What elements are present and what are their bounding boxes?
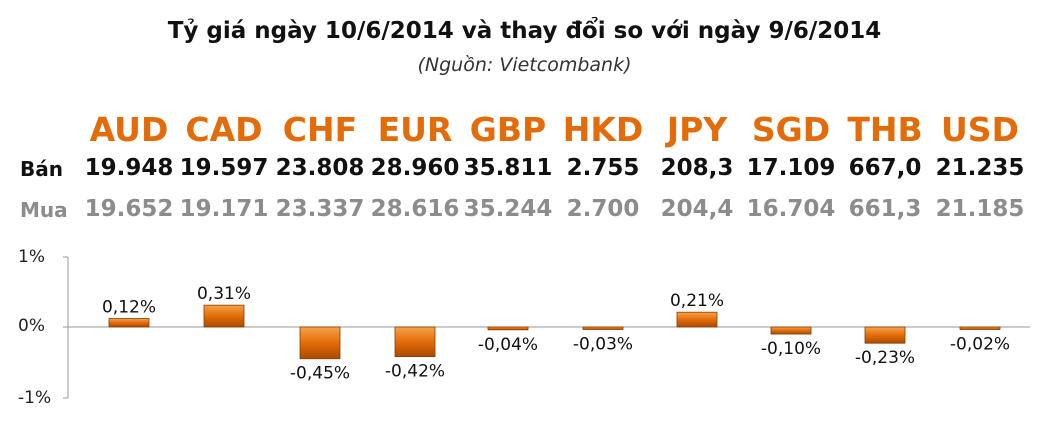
buy-rate: 28.616 xyxy=(370,196,460,222)
bar-value-label: -0,03% xyxy=(573,335,633,355)
bar-sgd xyxy=(770,326,812,335)
buy-row-label: Mua xyxy=(20,198,68,222)
bar-chf xyxy=(299,326,341,360)
currency-code: CAD xyxy=(185,110,263,149)
buy-rate: 21.185 xyxy=(935,196,1025,222)
currency-code: CHF xyxy=(282,110,358,149)
currency-code: JPY xyxy=(666,110,728,149)
bar-usd xyxy=(959,326,1001,330)
buy-rate: 204,4 xyxy=(660,196,734,222)
buy-rate: 19.171 xyxy=(179,196,269,222)
bar-jpy xyxy=(676,311,718,328)
bar-gbp xyxy=(487,326,529,331)
buy-rate: 35.244 xyxy=(463,196,553,222)
bar-value-label: -0,10% xyxy=(761,339,821,359)
sell-row-label: Bán xyxy=(20,157,63,181)
sell-rate: 2.755 xyxy=(566,155,640,181)
bar-value-label: -0,02% xyxy=(950,335,1010,355)
sell-rate: 19.948 xyxy=(84,155,174,181)
bar-value-label: -0,04% xyxy=(478,335,538,355)
currency-code: AUD xyxy=(89,110,169,149)
chart-title: Tỷ giá ngày 10/6/2014 và thay đổi so với… xyxy=(167,18,882,44)
buy-rate: 661,3 xyxy=(848,196,922,222)
bar-value-label: -0,42% xyxy=(385,362,445,382)
sell-rate: 23.808 xyxy=(275,155,365,181)
sell-rate: 667,0 xyxy=(848,155,922,181)
sell-rate: 208,3 xyxy=(660,155,734,181)
currency-code: THB xyxy=(847,110,923,149)
sell-rate: 19.597 xyxy=(179,155,269,181)
sell-rate: 35.811 xyxy=(463,155,553,181)
bar-value-label: -0,45% xyxy=(290,364,350,384)
currency-code: SGD xyxy=(751,110,831,149)
buy-rate: 23.337 xyxy=(275,196,365,222)
bar-aud xyxy=(108,318,150,328)
sell-rate: 21.235 xyxy=(935,155,1025,181)
buy-rate: 2.700 xyxy=(566,196,640,222)
chart-subtitle: (Nguồn: Vietcombank) xyxy=(417,54,632,76)
bar-thb xyxy=(864,326,906,344)
bar-value-label: 0,31% xyxy=(197,284,251,304)
bar-value-label: 0,12% xyxy=(102,298,156,318)
bar-value-label: -0,23% xyxy=(855,348,915,368)
currency-code: HKD xyxy=(562,110,644,149)
buy-rate: 19.652 xyxy=(84,196,174,222)
bar-cad xyxy=(203,304,245,328)
bar-eur xyxy=(394,326,436,358)
y-tick-label: 1% xyxy=(18,247,45,267)
y-tick-label: -1% xyxy=(18,388,52,408)
currency-code: GBP xyxy=(469,110,547,149)
y-tick-label: 0% xyxy=(18,316,45,336)
currency-code: USD xyxy=(941,110,1019,149)
sell-rate: 28.960 xyxy=(370,155,460,181)
currency-code: EUR xyxy=(377,110,453,149)
bar-hkd xyxy=(582,326,624,330)
sell-rate: 17.109 xyxy=(746,155,836,181)
bar-value-label: 0,21% xyxy=(670,291,724,311)
buy-rate: 16.704 xyxy=(746,196,836,222)
